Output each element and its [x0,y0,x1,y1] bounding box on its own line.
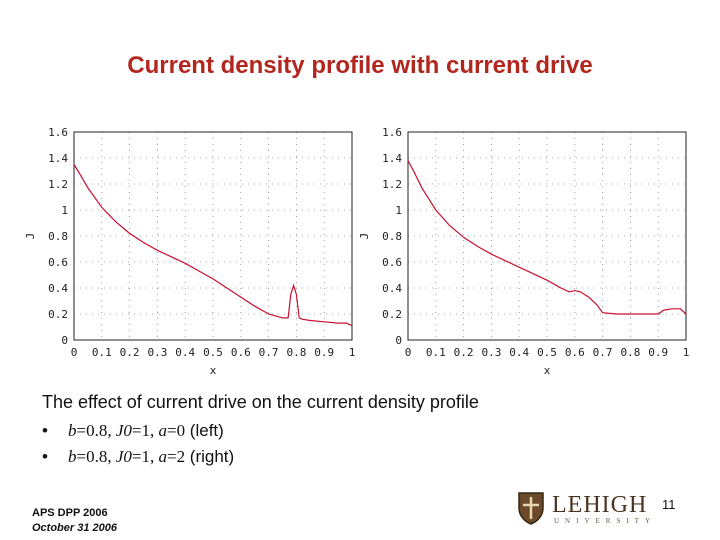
x-tick-label: 0.7 [259,346,279,359]
x-tick-label: 0 [405,346,412,359]
y-tick-label: 0.6 [382,256,402,269]
param-j0-value: =1, [131,421,159,440]
x-tick-label: 1 [683,346,690,359]
param-b: b [68,421,77,440]
x-tick-label: 0.5 [537,346,557,359]
param-a: a [158,421,167,440]
x-tick-label: 0.9 [648,346,668,359]
bullet-note: (left) [185,421,224,440]
page-number: 11 [662,497,676,512]
y-tick-label: 0 [61,334,68,347]
conference-date: October 31 2006 [32,522,117,534]
y-tick-label: 1.4 [382,152,402,165]
x-tick-label: 1 [349,346,356,359]
y-tick-label: 0.8 [48,230,68,243]
param-a-value: =2 [166,447,186,466]
x-tick-label: 0.8 [620,346,640,359]
param-j0-value: =1, [131,447,159,466]
slide-title: Current density profile with current dri… [127,52,593,79]
y-tick-label: 1.6 [382,126,402,139]
x-tick-label: 0.6 [231,346,251,359]
bullet-item-left: • b=0.8, J0=1, a=0 (left) [42,418,234,444]
conference-name: APS DPP 2006 [32,507,108,519]
y-tick-label: 0.4 [48,282,68,295]
param-b-value: =0.8, [76,421,116,440]
y-tick-label: 1.2 [382,178,402,191]
plot-frame [73,131,353,341]
series-line [73,164,353,327]
bullet-note: (right) [185,447,235,466]
bullet-marker: • [42,447,48,466]
logo-word: LEHIGH [552,492,648,518]
param-b-value: =0.8, [76,447,116,466]
x-tick-label: 0 [71,346,78,359]
x-tick-label: 0.9 [314,346,334,359]
bullet-marker: • [42,421,48,440]
lehigh-logo: LEHIGH UNIVERSITY [514,488,674,528]
y-tick-label: 1.4 [48,152,68,165]
shield-icon [518,492,544,525]
y-axis-label: J [358,233,371,240]
x-tick-label: 0.8 [286,346,306,359]
param-j0: J0 [115,447,132,466]
y-tick-label: 0.2 [382,308,402,321]
param-a-value: =0 [166,421,186,440]
x-axis-label: x [544,364,551,377]
y-tick-label: 1.2 [48,178,68,191]
footer: APS DPP 2006 October 31 2006 [32,506,117,536]
x-tick-label: 0.2 [454,346,474,359]
param-b: b [68,447,77,466]
logo-subtext: UNIVERSITY [554,517,656,525]
y-tick-label: 0.2 [48,308,68,321]
series-line [407,160,687,315]
x-tick-label: 0.3 [147,346,167,359]
x-tick-label: 0.7 [593,346,613,359]
bullet-item-right: • b=0.8, J0=1, a=2 (right) [42,444,234,470]
x-tick-label: 0.1 [92,346,112,359]
x-tick-label: 0.4 [509,346,529,359]
x-tick-label: 0.6 [565,346,585,359]
x-tick-label: 0.5 [203,346,223,359]
y-tick-label: 0.6 [48,256,68,269]
y-tick-label: 1 [61,204,68,217]
caption-text: The effect of current drive on the curre… [42,392,479,412]
y-tick-label: 0.8 [382,230,402,243]
y-tick-label: 0.4 [382,282,402,295]
param-a: a [158,447,167,466]
x-tick-label: 0.3 [481,346,501,359]
bullet-list: • b=0.8, J0=1, a=0 (left) • b=0.8, J0=1, a… [42,418,234,470]
y-tick-label: 0 [395,334,402,347]
y-tick-label: 1 [395,204,402,217]
y-tick-label: 1.6 [48,126,68,139]
x-tick-label: 0.1 [426,346,446,359]
plot-left: 0 0.1 0.2 0.3 0.4 0.5 0.6 0.7 0.8 0.9 1 0 0.2 0.4 0.6 0… [24,126,356,377]
y-axis-label: J [24,233,37,240]
x-tick-label: 0.2 [120,346,140,359]
x-axis-label: x [210,364,217,377]
param-j0: J0 [115,421,132,440]
plot-right: 0 0.1 0.2 0.3 0.4 0.5 0.6 0.7 0.8 0.9 1 0 0.2 0.4 0.6 0… [358,126,690,377]
plot-frame [407,131,687,341]
x-tick-label: 0.4 [175,346,195,359]
